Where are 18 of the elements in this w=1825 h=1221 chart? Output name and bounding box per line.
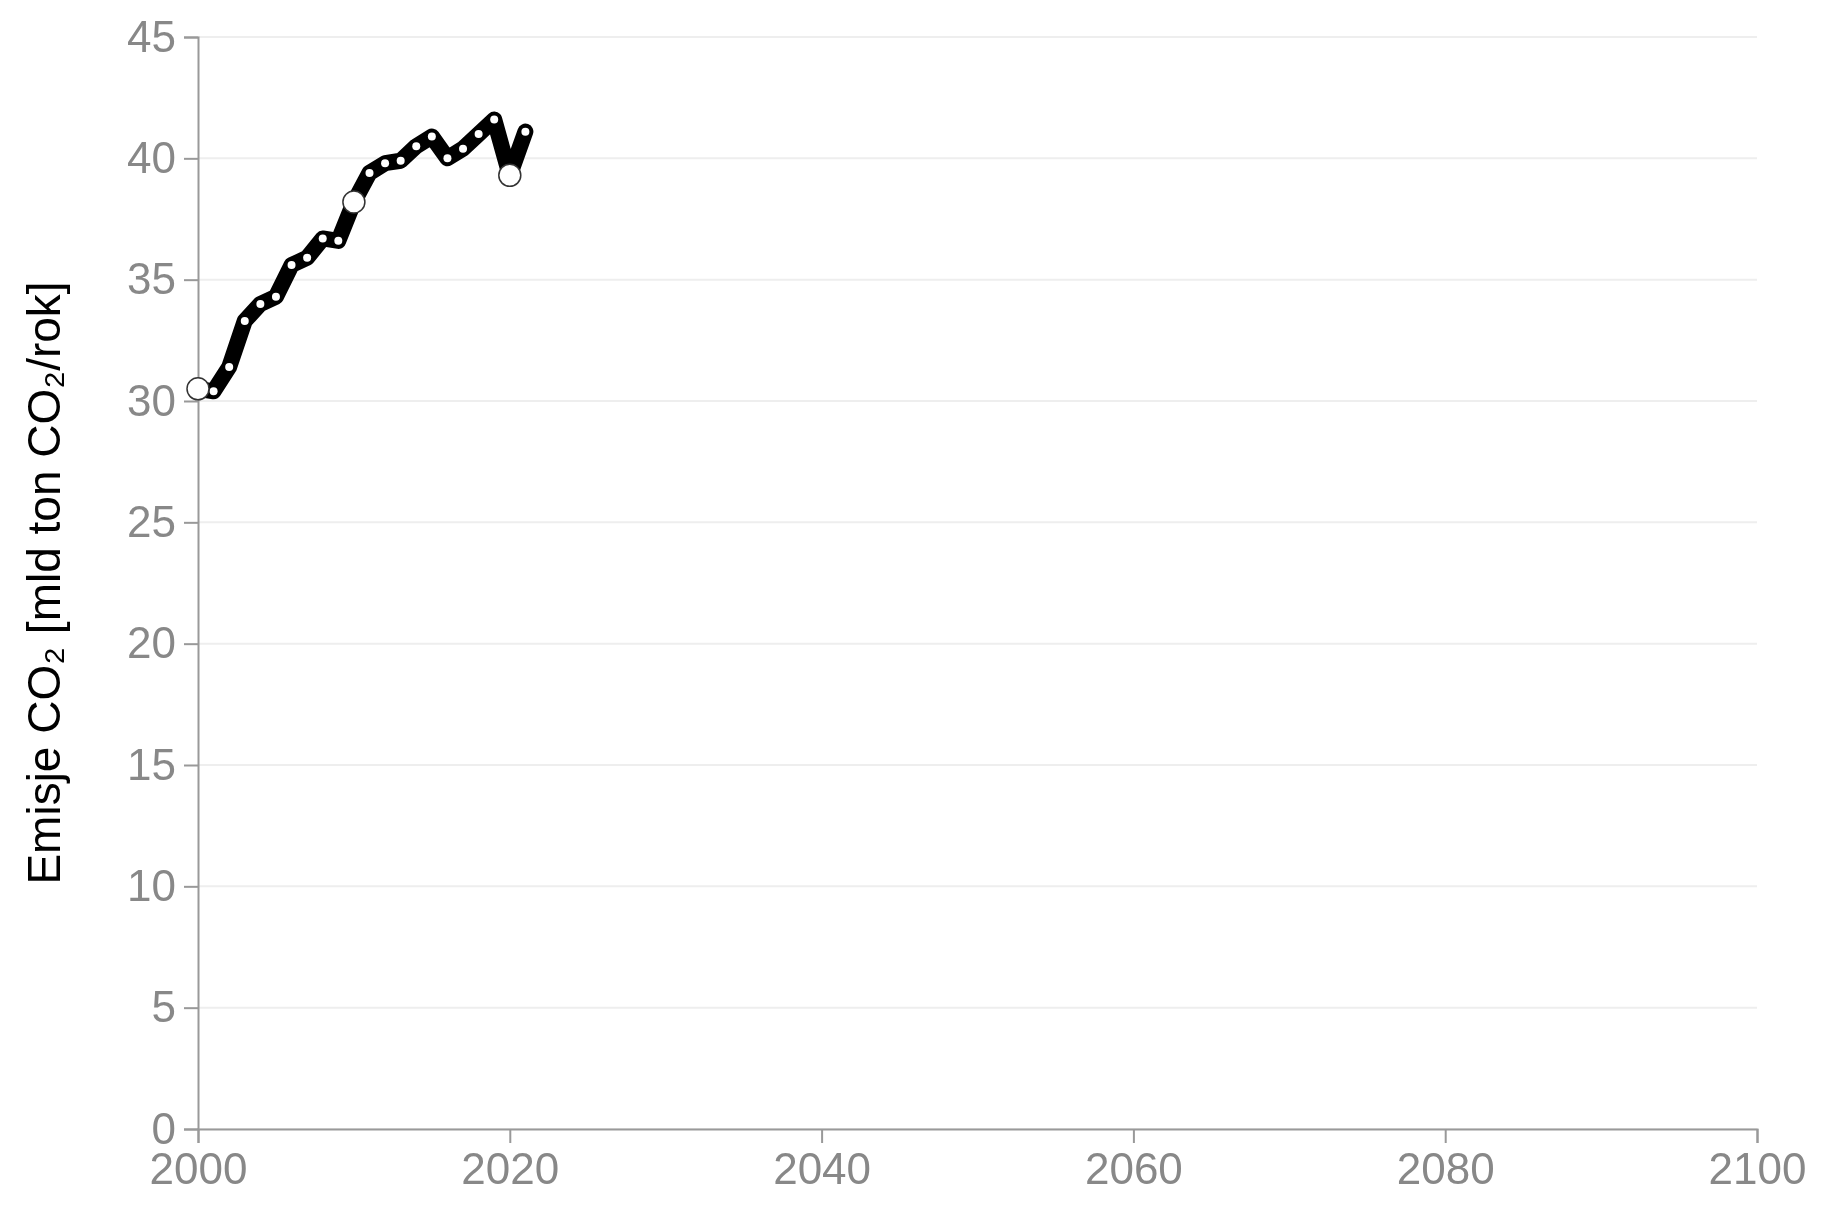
point xyxy=(186,377,210,401)
y-tick-label: 25 xyxy=(127,496,176,546)
x-tick-label: 2100 xyxy=(1708,1144,1807,1194)
y-tick-label: 15 xyxy=(127,739,176,789)
y-axis-title: Emisje CO₂ [mld ton CO₂/rok] xyxy=(18,281,70,885)
point xyxy=(342,190,366,214)
y-tick-label: 35 xyxy=(127,254,176,304)
y-tick-label: 10 xyxy=(127,860,176,910)
y-tick-label: 45 xyxy=(127,11,176,61)
y-tick-label: 5 xyxy=(151,982,176,1032)
x-tick-label: 2040 xyxy=(773,1144,872,1194)
y-tick-label: 20 xyxy=(127,618,176,668)
y-tick-label: 40 xyxy=(127,132,176,182)
x-tick-label: 2060 xyxy=(1084,1144,1183,1194)
point xyxy=(498,163,522,188)
x-tick-label: 2080 xyxy=(1396,1144,1495,1194)
y-tick-label: 30 xyxy=(127,375,176,425)
x-tick-label: 2020 xyxy=(461,1144,560,1194)
